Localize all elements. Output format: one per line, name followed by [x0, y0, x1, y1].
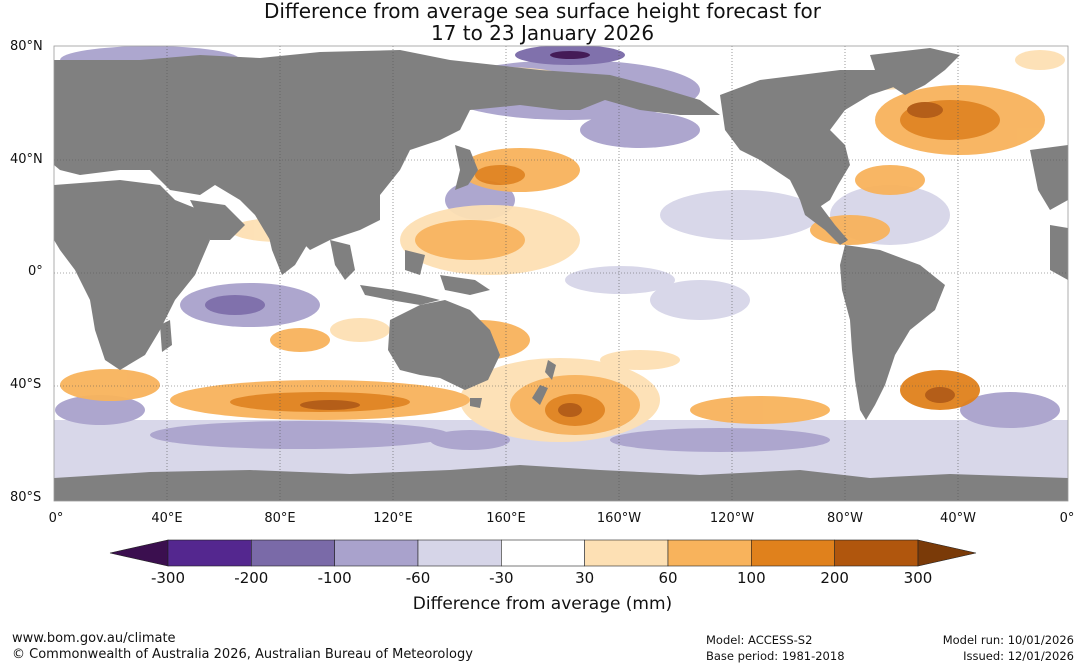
- colorbar-tick-label: -60: [405, 569, 431, 587]
- footer-issued: Issued: 12/01/2026: [963, 649, 1074, 663]
- colorbar-title: Difference from average (mm): [412, 594, 673, 614]
- colorbar-underflow-arrow: [109, 539, 169, 567]
- map-title-line-1: Difference from average sea surface heig…: [263, 0, 822, 23]
- map-title-line-2: 17 to 23 January 2026: [430, 21, 655, 45]
- positive-anomaly-regions: [60, 50, 1065, 442]
- colorbar-cell: [334, 539, 419, 567]
- land-masses: [54, 48, 1068, 501]
- lon-label-0-right: 0°: [1059, 511, 1075, 526]
- footer-copyright: © Commonwealth of Australia 2026, Austra…: [12, 647, 473, 662]
- lon-label-160e: 160°E: [486, 511, 526, 526]
- colorbar-tick-label: 300: [903, 569, 933, 587]
- colorbar-tick-label: -300: [150, 569, 186, 587]
- lon-label-160w: 160°W: [596, 511, 642, 526]
- lon-label-40e: 40°E: [151, 511, 183, 526]
- lon-label-120e: 120°E: [373, 511, 413, 526]
- colorbar-tick-label: 100: [737, 569, 766, 587]
- colorbar-cells: [167, 539, 919, 567]
- footer-website: www.bom.gov.au/climate: [12, 631, 176, 646]
- colorbar-cell: [667, 539, 752, 567]
- colorbar-cell: [251, 539, 335, 567]
- lat-label-40s: 40°S: [10, 377, 42, 392]
- lon-label-80e: 80°E: [264, 511, 296, 526]
- map-frame: [53, 45, 1069, 502]
- colorbar-cell: [834, 539, 919, 567]
- colorbar-tick-label: -200: [234, 569, 269, 587]
- lat-label-40n: 40°N: [10, 152, 43, 167]
- footer-model-run: Model run: 10/01/2026: [942, 633, 1074, 647]
- colorbar-cell: [751, 539, 835, 567]
- graticule: [54, 46, 1068, 501]
- colorbar-tick-label: 30: [575, 569, 595, 587]
- colorbar-cell: [501, 539, 585, 567]
- colorbar-tick-label: 200: [820, 569, 849, 587]
- colorbar-cell: [167, 539, 252, 567]
- lon-label-80w: 80°W: [827, 511, 863, 526]
- colorbar-tick-label: -100: [317, 569, 352, 587]
- lat-label-equator: 0°: [28, 264, 43, 279]
- lat-label-80n: 80°N: [10, 39, 43, 54]
- colorbar-overflow-arrow: [917, 539, 977, 567]
- footer-base-period: Base period: 1981-2018: [706, 649, 845, 663]
- lat-label-80s: 80°S: [10, 490, 42, 505]
- colorbar-tick-label: -30: [489, 569, 514, 587]
- footer-model: Model: ACCESS-S2: [706, 633, 813, 647]
- lon-label-120w: 120°W: [709, 511, 755, 526]
- colorbar-tick-label: 60: [658, 569, 678, 587]
- colorbar-cell: [584, 539, 669, 567]
- lon-label-40w: 40°W: [940, 511, 976, 526]
- lon-label-0-left: 0°: [48, 511, 64, 526]
- colorbar-cell: [417, 539, 502, 567]
- colorbar: [109, 539, 977, 567]
